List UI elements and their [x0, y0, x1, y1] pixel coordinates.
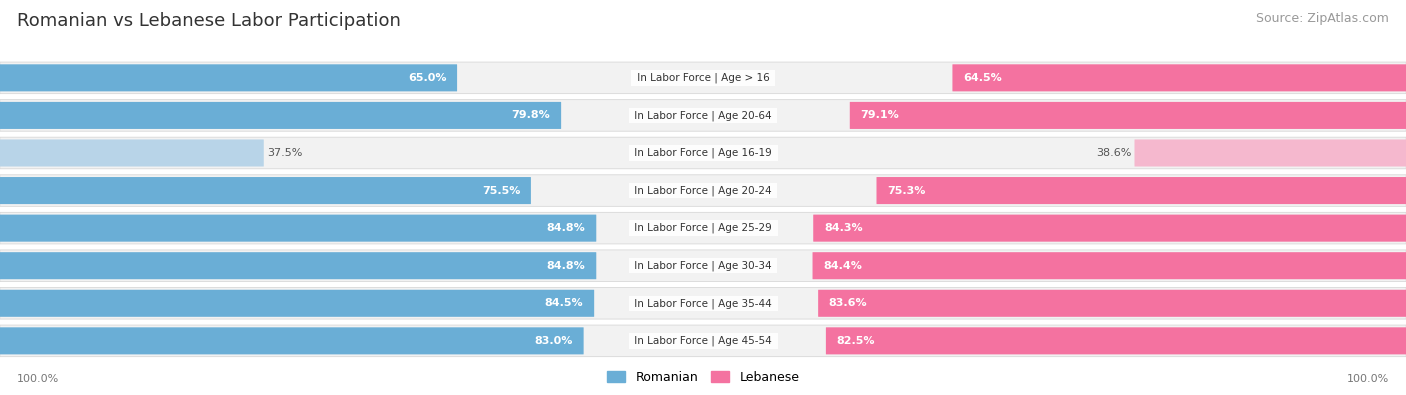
Text: 82.5%: 82.5%	[837, 336, 875, 346]
FancyBboxPatch shape	[0, 177, 531, 204]
FancyBboxPatch shape	[825, 327, 1406, 354]
FancyBboxPatch shape	[1135, 139, 1406, 167]
Text: 84.3%: 84.3%	[824, 223, 862, 233]
Text: 37.5%: 37.5%	[267, 148, 302, 158]
FancyBboxPatch shape	[0, 214, 596, 242]
Text: 84.5%: 84.5%	[546, 298, 583, 308]
Text: 84.8%: 84.8%	[547, 261, 585, 271]
Text: In Labor Force | Age 45-54: In Labor Force | Age 45-54	[631, 336, 775, 346]
Text: In Labor Force | Age 30-34: In Labor Force | Age 30-34	[631, 260, 775, 271]
FancyBboxPatch shape	[952, 64, 1406, 91]
Text: In Labor Force | Age > 16: In Labor Force | Age > 16	[634, 73, 772, 83]
Text: 75.5%: 75.5%	[482, 186, 520, 196]
Text: 84.4%: 84.4%	[824, 261, 862, 271]
Text: 79.8%: 79.8%	[512, 111, 550, 120]
FancyBboxPatch shape	[0, 325, 1406, 357]
FancyBboxPatch shape	[0, 327, 583, 354]
Text: 83.0%: 83.0%	[534, 336, 574, 346]
Text: Romanian vs Lebanese Labor Participation: Romanian vs Lebanese Labor Participation	[17, 12, 401, 30]
Text: In Labor Force | Age 16-19: In Labor Force | Age 16-19	[631, 148, 775, 158]
Text: 83.6%: 83.6%	[830, 298, 868, 308]
Legend: Romanian, Lebanese: Romanian, Lebanese	[602, 366, 804, 389]
Text: 38.6%: 38.6%	[1095, 148, 1130, 158]
Text: 65.0%: 65.0%	[408, 73, 447, 83]
Text: 100.0%: 100.0%	[17, 374, 59, 384]
Text: In Labor Force | Age 20-64: In Labor Force | Age 20-64	[631, 110, 775, 120]
FancyBboxPatch shape	[0, 139, 264, 167]
Text: Source: ZipAtlas.com: Source: ZipAtlas.com	[1256, 12, 1389, 25]
Text: 100.0%: 100.0%	[1347, 374, 1389, 384]
FancyBboxPatch shape	[813, 214, 1406, 242]
FancyBboxPatch shape	[0, 64, 457, 91]
FancyBboxPatch shape	[849, 102, 1406, 129]
Text: 84.8%: 84.8%	[547, 223, 585, 233]
FancyBboxPatch shape	[876, 177, 1406, 204]
FancyBboxPatch shape	[0, 62, 1406, 94]
Text: 79.1%: 79.1%	[860, 111, 900, 120]
FancyBboxPatch shape	[813, 252, 1406, 279]
FancyBboxPatch shape	[0, 290, 595, 317]
Text: 75.3%: 75.3%	[887, 186, 925, 196]
FancyBboxPatch shape	[0, 102, 561, 129]
FancyBboxPatch shape	[818, 290, 1406, 317]
Text: 64.5%: 64.5%	[963, 73, 1002, 83]
FancyBboxPatch shape	[0, 137, 1406, 169]
FancyBboxPatch shape	[0, 288, 1406, 319]
Text: In Labor Force | Age 25-29: In Labor Force | Age 25-29	[631, 223, 775, 233]
FancyBboxPatch shape	[0, 100, 1406, 131]
FancyBboxPatch shape	[0, 175, 1406, 206]
Text: In Labor Force | Age 20-24: In Labor Force | Age 20-24	[631, 185, 775, 196]
Text: In Labor Force | Age 35-44: In Labor Force | Age 35-44	[631, 298, 775, 308]
FancyBboxPatch shape	[0, 252, 596, 279]
FancyBboxPatch shape	[0, 250, 1406, 282]
FancyBboxPatch shape	[0, 213, 1406, 244]
